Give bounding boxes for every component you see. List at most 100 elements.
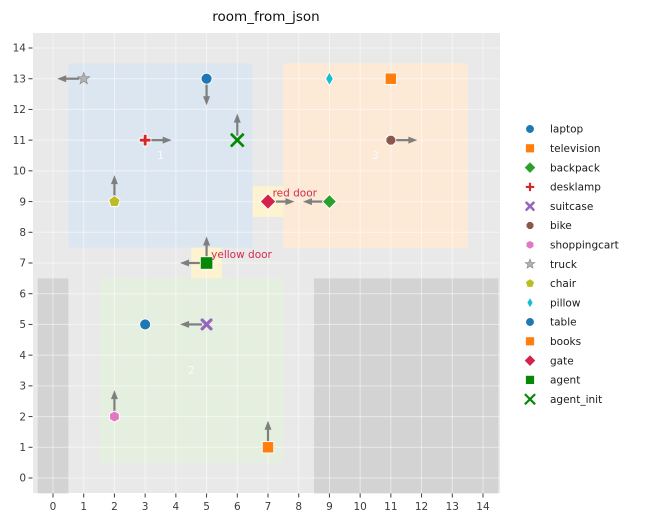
legend-item-shoppingcart: shoppingcart [525, 239, 619, 252]
y-tick-label-3: 3 [19, 381, 26, 393]
legend-label-pillow: pillow [550, 297, 581, 309]
legend-marker-truck [524, 258, 536, 269]
legend-marker-bike [525, 221, 535, 230]
arrow-agent-left [180, 259, 203, 267]
marker-desklamp [138, 133, 152, 147]
x-tick-label-1: 1 [80, 501, 87, 513]
legend-label-television: television [550, 143, 601, 155]
legend-marker-desklamp [524, 181, 536, 192]
y-tick-label-1: 1 [19, 442, 26, 454]
legend-marker-backpack [523, 161, 537, 175]
legend-label-laptop: laptop [550, 124, 584, 136]
region-label-room-3: 3 [372, 150, 379, 162]
legend-marker-suitcase [525, 201, 535, 212]
legend-item-laptop: laptop [525, 124, 584, 136]
marker-suitcase [200, 318, 213, 331]
x-tick-label-11: 11 [384, 501, 397, 513]
y-tick-label-9: 9 [19, 196, 26, 208]
x-tick-label-4: 4 [173, 501, 180, 513]
arrow-agent_init-up [233, 113, 241, 136]
x-tick-label-9: 9 [326, 501, 333, 513]
legend-label-agent: agent [550, 375, 580, 387]
marker-truck [76, 71, 91, 85]
legend-label-books: books [550, 336, 581, 348]
x-tick-label-10: 10 [353, 501, 366, 513]
marker-agent_init [229, 132, 245, 148]
x-tick-label-8: 8 [295, 501, 302, 513]
y-tick-label-14: 14 [13, 43, 27, 55]
x-tick-label-3: 3 [142, 501, 149, 513]
legend-item-agent: agent [524, 374, 580, 387]
legend-label-backpack: backpack [550, 162, 601, 174]
legend-marker-books [524, 336, 536, 347]
legend-marker-agent [524, 374, 536, 385]
y-tick-label-5: 5 [19, 319, 26, 331]
y-tick-label-10: 10 [13, 166, 26, 178]
legend-item-table: table [525, 317, 577, 329]
legend-marker-agent_init [524, 393, 536, 406]
arrow-chair-up [110, 175, 118, 198]
legend: laptop television backpack desklamp suitcase… [523, 124, 619, 406]
plot-title: room_from_json [212, 9, 319, 25]
marker-chair [108, 195, 121, 207]
y-tick-label-11: 11 [13, 135, 26, 147]
x-tick-label-0: 0 [50, 501, 57, 513]
x-tick-label-5: 5 [203, 501, 210, 513]
region-room-1 [68, 63, 253, 248]
region-label-room-2: 2 [188, 365, 195, 377]
object-markers [76, 71, 398, 454]
arrow-suitcase-left [180, 320, 203, 328]
legend-item-chair: chair [524, 278, 577, 290]
y-tick-label-7: 7 [19, 258, 26, 270]
arrow-desklamp-right [149, 136, 172, 144]
legend-item-television: television [524, 143, 601, 155]
legend-item-gate: gate [523, 354, 574, 368]
arrow-laptop-down [203, 83, 211, 106]
legend-label-desklamp: desklamp [550, 182, 601, 194]
legend-label-gate: gate [550, 355, 574, 367]
marker-table [139, 318, 152, 331]
legend-marker-chair [524, 278, 536, 288]
marker-backpack [321, 193, 338, 210]
x-tick-label-2: 2 [111, 501, 118, 513]
legend-label-agent_init: agent_init [550, 394, 602, 406]
legend-label-bike: bike [550, 220, 572, 232]
legend-marker-shoppingcart [525, 239, 535, 250]
y-tick-label-0: 0 [19, 473, 26, 485]
arrow-truck-left [57, 75, 80, 83]
y-tick-label-4: 4 [19, 350, 26, 362]
legend-item-books: books [524, 336, 581, 348]
marker-bike [385, 134, 397, 146]
y-tick-label-13: 13 [13, 73, 26, 85]
legend-item-suitcase: suitcase [525, 201, 593, 213]
orientation-arrows [57, 75, 418, 443]
x-tick-label-12: 12 [415, 501, 428, 513]
legend-item-agent_init: agent_init [524, 393, 602, 406]
door-label-yellow-door: yellow door [211, 249, 272, 261]
legend-label-suitcase: suitcase [550, 201, 593, 213]
marker-shoppingcart [109, 410, 120, 423]
y-tick-label-6: 6 [19, 288, 26, 300]
legend-item-bike: bike [525, 220, 572, 232]
arrow-books-up [264, 420, 272, 443]
arrow-shoppingcart-up [110, 390, 118, 413]
x-tick-label-14: 14 [476, 501, 490, 513]
legend-item-desklamp: desklamp [524, 181, 601, 194]
marker-pillow [325, 71, 334, 87]
legend-marker-gate [523, 354, 537, 368]
marker-gate [259, 193, 277, 210]
marker-books [261, 441, 275, 454]
region-label-room-1: 1 [157, 150, 164, 162]
legend-marker-pillow [526, 296, 534, 310]
region-room-3 [283, 63, 468, 248]
x-tick-label-6: 6 [234, 501, 241, 513]
marker-agent [199, 256, 214, 270]
region-room-2 [99, 278, 284, 463]
legend-marker-laptop [525, 124, 535, 134]
legend-marker-table [525, 317, 535, 327]
legend-marker-television [524, 143, 536, 154]
legend-item-truck: truck [524, 258, 578, 271]
